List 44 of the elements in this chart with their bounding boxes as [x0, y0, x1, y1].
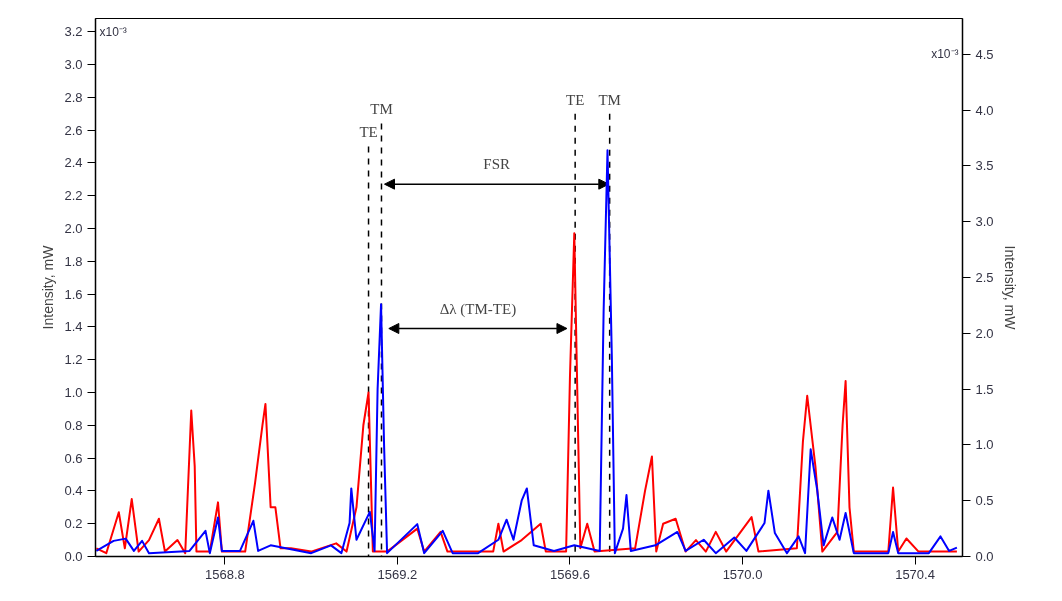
y-tick-label: 1.0	[64, 384, 83, 400]
y-tick-label: 1.4	[64, 319, 83, 335]
x-tick-label: 1570.0	[722, 566, 763, 582]
x-tick-label: 1568.8	[205, 566, 245, 582]
line-series	[95, 232, 958, 555]
y-tick-label: 3.2	[64, 24, 83, 40]
y-tick-label: 1.2	[64, 352, 83, 368]
y-tick-label: 2.4	[64, 155, 83, 171]
annotation: TM	[598, 91, 621, 108]
x-tick-label: 1570.4	[895, 566, 935, 582]
annotation: FSR	[483, 156, 511, 173]
annotation: TE	[565, 91, 585, 108]
y2-tick-label: 2.5	[975, 269, 994, 285]
annotation: x10⁻³	[931, 47, 959, 62]
annotation: TE	[359, 124, 378, 141]
y2-axis-title: Intensity, mW	[1001, 245, 1018, 331]
annotation: TM	[370, 101, 393, 118]
y-tick-label: 1.8	[64, 253, 83, 269]
y2-tick-label: 4.5	[975, 46, 994, 62]
y2-tick-label: 2.0	[975, 325, 994, 341]
y-tick-label: 2.0	[64, 220, 83, 236]
y-tick-label: 2.2	[64, 188, 83, 204]
x-tick-label: 1569.6	[550, 566, 590, 582]
y2-tick-label: 1.5	[975, 381, 994, 397]
x-tick-label: 1569.2	[377, 566, 418, 582]
y2-tick-label: 1.0	[975, 437, 994, 453]
y-tick-label: 3.0	[64, 56, 83, 72]
y2-tick-label: 3.0	[975, 214, 994, 230]
y-tick-label: 2.8	[64, 89, 83, 105]
y-tick-label: 0.6	[64, 450, 83, 466]
y-tick-label: 1.6	[64, 286, 83, 302]
y-tick-label: 0.4	[64, 483, 83, 499]
y2-tick-label: 4.0	[975, 102, 994, 118]
annotation: Δλ (TM-TE)	[439, 300, 517, 318]
y-tick-label: 0.8	[64, 417, 83, 433]
y-tick-label: 2.6	[64, 122, 83, 138]
y-axis-title: Intensity, mW	[40, 244, 57, 330]
line-series	[95, 149, 958, 555]
y-tick-label: 0.0	[64, 549, 83, 564]
y2-tick-label: 3.5	[975, 158, 994, 174]
annotation: x10⁻³	[99, 24, 127, 39]
y-tick-label: 0.2	[64, 516, 83, 532]
y2-tick-label: 0.5	[975, 493, 994, 509]
y2-tick-label: 0.0	[975, 549, 994, 564]
